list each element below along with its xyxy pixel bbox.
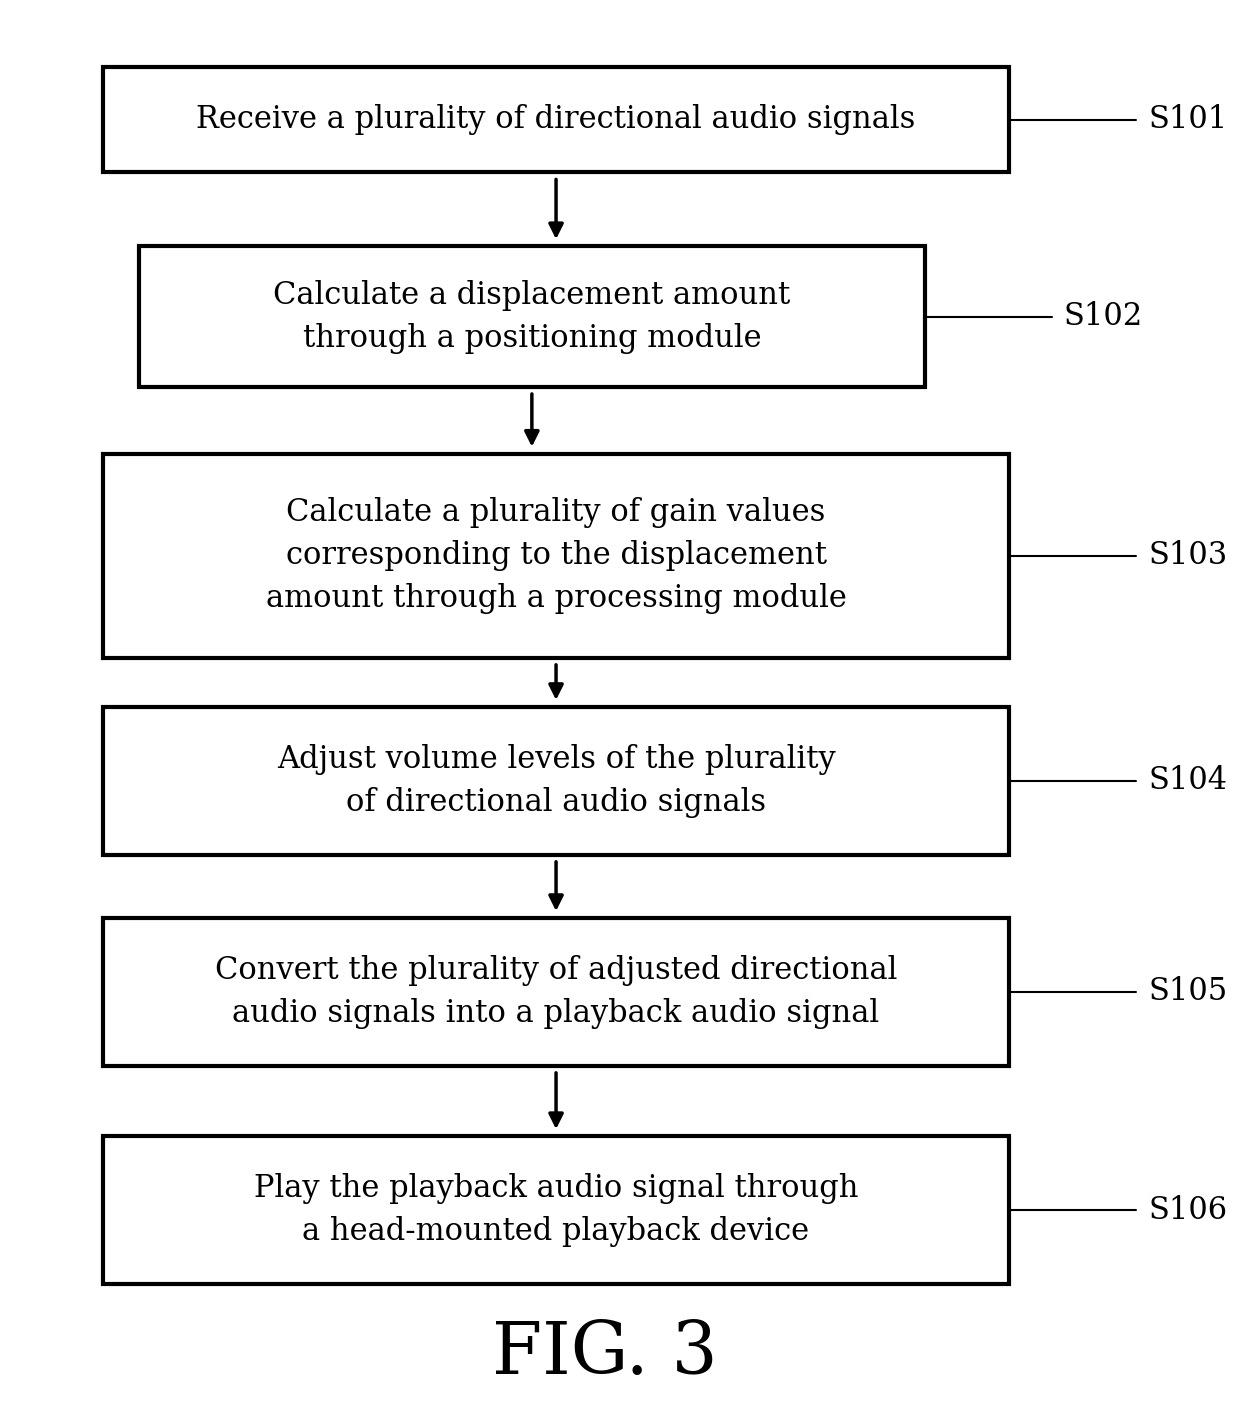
Text: Play the playback audio signal through
a head-mounted playback device: Play the playback audio signal through a… xyxy=(254,1173,858,1247)
Text: Adjust volume levels of the plurality
of directional audio signals: Adjust volume levels of the plurality of… xyxy=(277,744,836,817)
Bar xyxy=(103,453,1009,658)
Text: S104: S104 xyxy=(1148,765,1228,796)
Text: Receive a plurality of directional audio signals: Receive a plurality of directional audio… xyxy=(196,104,915,135)
Text: S101: S101 xyxy=(1148,104,1228,135)
Text: S102: S102 xyxy=(1064,301,1143,332)
Text: Calculate a displacement amount
through a positioning module: Calculate a displacement amount through … xyxy=(273,280,790,353)
Bar xyxy=(103,919,1009,1067)
Text: S105: S105 xyxy=(1148,976,1228,1007)
Bar xyxy=(139,246,925,387)
Text: FIG. 3: FIG. 3 xyxy=(491,1318,717,1389)
Text: Convert the plurality of adjusted directional
audio signals into a playback audi: Convert the plurality of adjusted direct… xyxy=(215,955,898,1029)
Text: Calculate a plurality of gain values
corresponding to the displacement
amount th: Calculate a plurality of gain values cor… xyxy=(265,497,847,615)
Bar xyxy=(103,66,1009,172)
Text: S106: S106 xyxy=(1148,1195,1228,1225)
Bar xyxy=(103,1137,1009,1283)
Text: S103: S103 xyxy=(1148,540,1228,571)
Bar xyxy=(103,706,1009,854)
